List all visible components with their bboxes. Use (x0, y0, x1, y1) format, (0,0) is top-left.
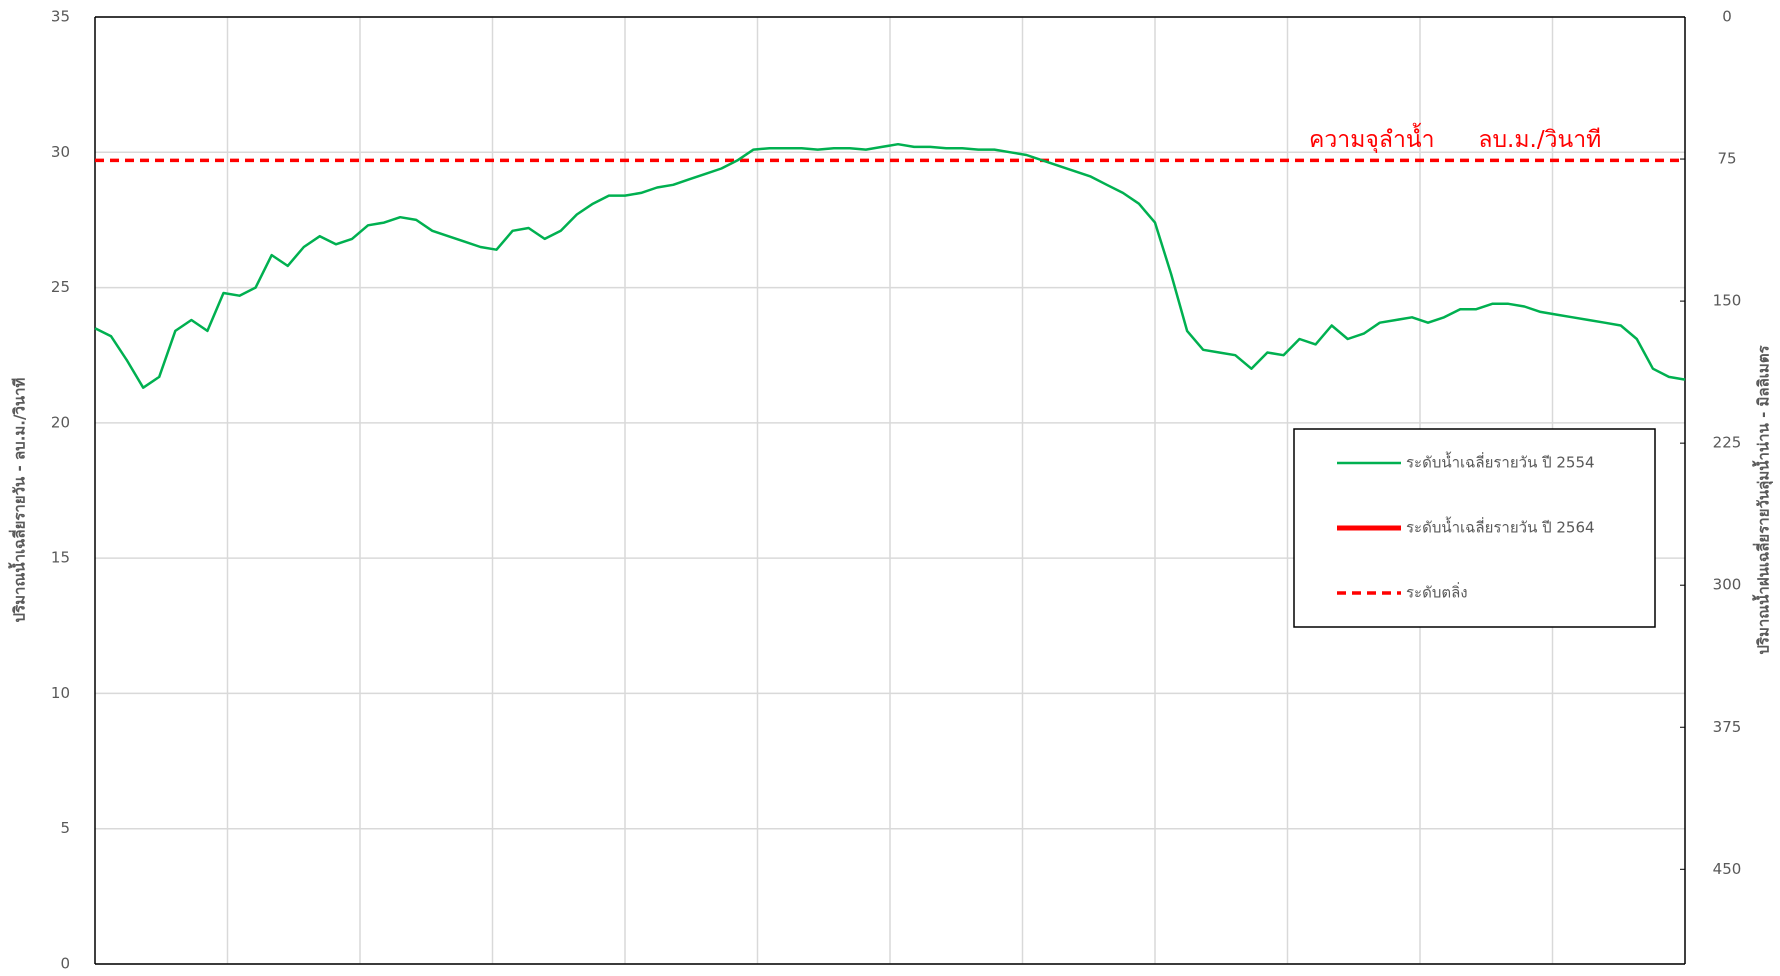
y2-tick-label: 150 (1713, 292, 1742, 310)
y2-tick-label: 0 (1722, 8, 1732, 26)
y-tick-label: 0 (60, 955, 70, 973)
legend-label: ระดับน้ำเฉลี่ยรายวัน ปี 2564 (1406, 517, 1595, 537)
y-tick-label: 10 (51, 684, 70, 702)
y-tick-label: 15 (51, 549, 70, 567)
y-tick-label: 20 (51, 413, 70, 431)
y2-tick-label: 225 (1713, 434, 1742, 452)
legend-label: ระดับตลิ่ง (1406, 582, 1468, 602)
y2-tick-label: 450 (1713, 860, 1742, 878)
threshold-annotation: ความจุลำน้ำ ลบ.ม./วินาที (1309, 123, 1601, 153)
y-tick-label: 35 (51, 8, 70, 26)
legend-label: ระดับน้ำเฉลี่ยรายวัน ปี 2554 (1406, 452, 1595, 472)
y-tick-label: 5 (60, 819, 70, 837)
y2-tick-label: 75 (1717, 150, 1736, 168)
y-axis-label: ปริมาณน้ำเฉลี่ยรายวัน - ลบ.ม./วินาที (8, 377, 29, 622)
y-tick-label: 30 (51, 143, 70, 161)
y-tick-label: 25 (51, 278, 70, 296)
y2-tick-label: 300 (1713, 576, 1742, 594)
y2-tick-label: 375 (1713, 718, 1742, 736)
series-line (94, 142, 1686, 389)
y2-axis-label: ปริมาณน้ำฝนเฉลี่ยรายวันลุ่มน้ำน่าน - มิล… (1752, 344, 1774, 654)
